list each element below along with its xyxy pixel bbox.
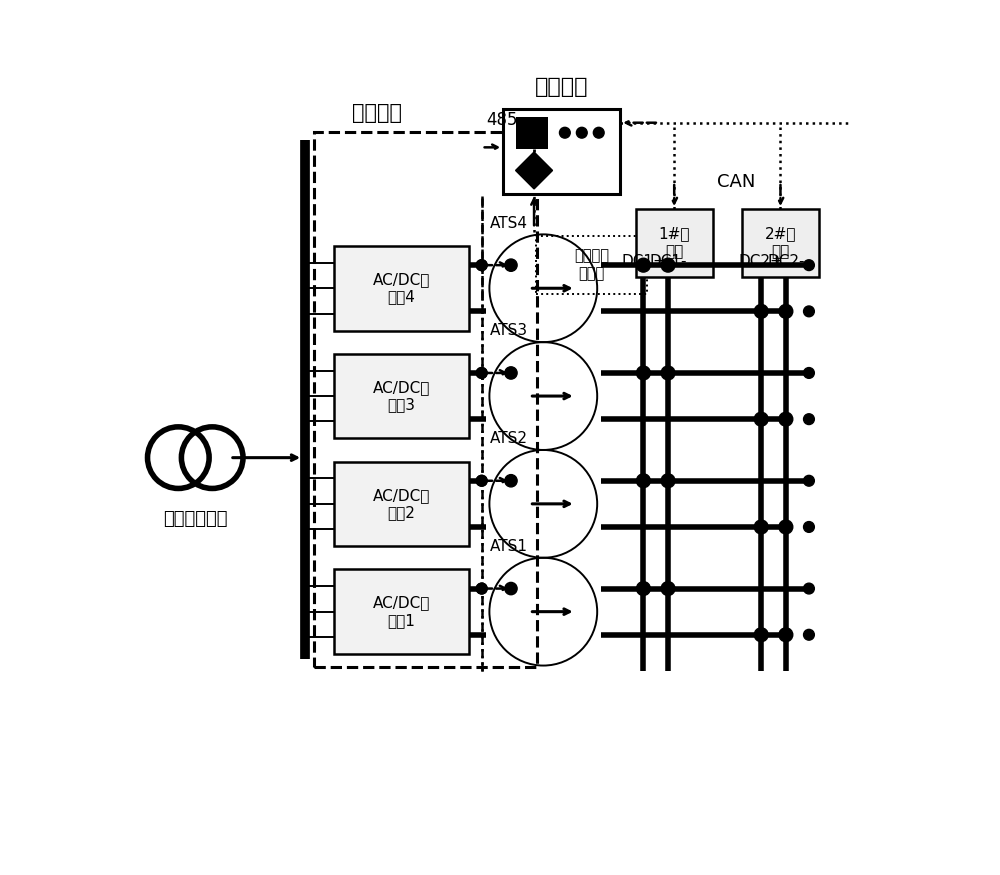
Circle shape [779,520,793,534]
FancyBboxPatch shape [334,354,469,438]
Circle shape [754,304,768,318]
Circle shape [476,475,487,487]
Text: ATS2: ATS2 [489,431,527,446]
Text: 1#充
电桩: 1#充 电桩 [658,227,690,259]
Circle shape [636,366,650,380]
Text: 供电单元: 供电单元 [352,102,402,122]
FancyBboxPatch shape [334,570,469,654]
Text: AC/DC变
换器3: AC/DC变 换器3 [373,380,430,412]
FancyBboxPatch shape [636,209,713,276]
Circle shape [576,128,587,138]
Text: AC/DC变
换器2: AC/DC变 换器2 [373,487,430,520]
Circle shape [661,474,675,487]
Circle shape [804,522,814,532]
Circle shape [505,583,517,595]
Circle shape [476,368,487,378]
Text: ATS4: ATS4 [489,215,527,230]
Circle shape [804,368,814,378]
Text: 监控单元: 监控单元 [535,77,589,97]
Circle shape [505,367,517,379]
Circle shape [636,258,650,272]
Circle shape [476,475,487,487]
FancyBboxPatch shape [334,246,469,331]
Circle shape [779,304,793,318]
Text: 三相交流进线: 三相交流进线 [163,510,228,528]
Circle shape [661,366,675,380]
Circle shape [804,475,814,487]
FancyBboxPatch shape [334,461,469,546]
Circle shape [636,582,650,596]
Circle shape [804,306,814,317]
Text: 2#充
电桩: 2#充 电桩 [765,227,796,259]
Circle shape [476,368,487,378]
Circle shape [779,628,793,641]
Text: AC/DC变
换器4: AC/DC变 换器4 [373,272,430,304]
Circle shape [779,412,793,426]
Text: ATS3: ATS3 [489,323,528,339]
Text: DC2+: DC2+ [739,254,784,269]
Circle shape [476,583,487,594]
Circle shape [754,520,768,534]
Circle shape [476,260,487,270]
Circle shape [476,583,487,594]
FancyBboxPatch shape [516,116,548,149]
Polygon shape [516,152,553,189]
Circle shape [804,414,814,424]
Circle shape [754,412,768,426]
Text: DC2-: DC2- [767,254,805,269]
FancyBboxPatch shape [742,209,819,276]
Text: DC1-: DC1- [649,254,687,269]
Text: 状态控制
及回采: 状态控制 及回采 [574,248,609,281]
Circle shape [505,474,517,487]
Circle shape [804,583,814,594]
Circle shape [559,128,570,138]
Text: ATS1: ATS1 [489,539,527,554]
Circle shape [505,259,517,271]
Circle shape [804,629,814,640]
Circle shape [661,258,675,272]
Text: CAN: CAN [717,173,755,191]
Text: DC1+: DC1+ [621,254,666,269]
FancyBboxPatch shape [503,108,620,193]
Text: 485: 485 [486,111,518,130]
Circle shape [593,128,604,138]
Circle shape [476,260,487,270]
Circle shape [754,628,768,641]
Circle shape [804,260,814,270]
Text: AC/DC变
换器1: AC/DC变 换器1 [373,596,430,628]
Circle shape [636,474,650,487]
Circle shape [661,582,675,596]
